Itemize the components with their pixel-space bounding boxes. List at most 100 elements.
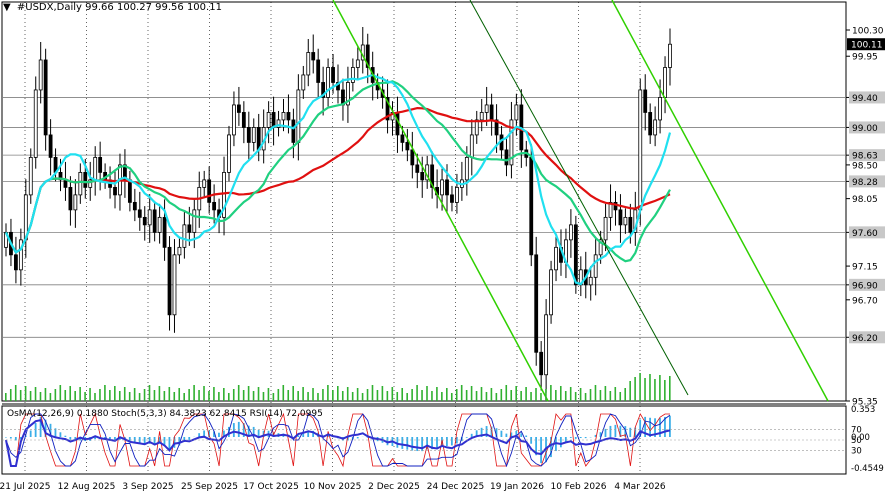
candle-body — [653, 119, 658, 136]
volume-bar — [178, 388, 181, 401]
volume-bar — [188, 389, 190, 401]
candle-body — [232, 104, 236, 136]
volume-bar — [520, 391, 522, 401]
candle — [455, 173, 459, 214]
candle-body — [613, 201, 618, 211]
osma-bar — [564, 437, 567, 443]
candle — [251, 118, 256, 152]
candle — [147, 194, 152, 243]
candle-body — [18, 239, 23, 271]
candle-body — [43, 59, 48, 136]
volume-bar — [327, 385, 329, 401]
osma-bar — [664, 416, 666, 437]
osma-bar — [500, 430, 503, 437]
collapse-arrow-icon[interactable]: ▼ — [3, 2, 11, 13]
candle — [568, 209, 573, 258]
candle — [578, 256, 583, 297]
candle-body — [529, 157, 534, 256]
candle-body — [643, 89, 648, 113]
osma-bar — [138, 437, 141, 444]
candle-body — [539, 351, 544, 376]
candle-body — [598, 239, 603, 256]
candle-body — [142, 216, 147, 226]
candle — [668, 28, 672, 86]
candle — [385, 79, 390, 134]
volume-bar — [589, 389, 592, 401]
candle — [271, 96, 276, 146]
candle-body — [668, 43, 672, 68]
osma-bar — [163, 437, 166, 445]
candle — [172, 239, 177, 333]
candle-body — [48, 134, 53, 158]
volume-bar — [34, 387, 37, 401]
candle-body — [494, 119, 499, 136]
osma-bar — [530, 437, 533, 444]
candle — [152, 200, 157, 242]
candle — [479, 98, 484, 132]
volume-bar — [297, 391, 299, 401]
x-tick-label: 12 Aug 2025 — [58, 482, 116, 492]
osma-bar — [490, 426, 493, 437]
candle — [355, 46, 360, 79]
trend-line — [469, 0, 689, 396]
volume-bar — [227, 393, 230, 401]
candle — [43, 48, 48, 151]
osma-bar — [604, 428, 607, 437]
osma-bar — [346, 437, 349, 441]
osma-bar — [64, 435, 67, 437]
osma-bar — [198, 433, 201, 437]
candle — [63, 161, 68, 201]
volume-bar — [446, 388, 448, 401]
osma-bar — [386, 437, 389, 446]
candle-body — [276, 119, 281, 128]
candle-body — [405, 142, 410, 151]
candle — [4, 223, 8, 257]
y-tick-label: 99.40 — [852, 94, 878, 104]
candle — [430, 151, 435, 199]
candle — [613, 191, 618, 226]
candle-body — [464, 157, 469, 181]
candle-body — [28, 157, 33, 196]
candle — [489, 93, 494, 136]
candle — [202, 170, 207, 197]
osma-bar — [14, 437, 17, 441]
volume-bar — [356, 388, 359, 401]
osma-bar — [574, 437, 577, 439]
y-tick-label: 96.70 — [852, 296, 878, 306]
candle-body — [658, 97, 662, 121]
candle-body — [326, 67, 330, 98]
main-pane-frame — [1, 1, 847, 402]
y-tick-label: 98.63 — [852, 152, 878, 162]
candle-body — [98, 157, 103, 173]
volume-bar — [629, 381, 631, 401]
candle — [241, 101, 246, 144]
candle — [395, 96, 400, 153]
candle-body — [222, 171, 226, 218]
x-tick-label: 25 Sep 2025 — [181, 482, 238, 492]
osma-bar — [109, 437, 111, 441]
channel-line — [332, 0, 549, 402]
osma-bar — [455, 437, 458, 444]
volume-bar — [5, 393, 7, 401]
osc-axis-label: -0.4549 — [851, 464, 884, 474]
volume-bar — [505, 385, 508, 401]
osma-bar — [639, 419, 642, 437]
candle-body — [331, 67, 335, 83]
volume-bar — [183, 393, 185, 401]
candle-body — [355, 59, 360, 68]
candle — [78, 163, 83, 204]
volume-bar — [133, 388, 136, 401]
rsi-label: RSI(14) 72.0995 — [249, 409, 323, 419]
level-label-bg — [849, 91, 885, 104]
osma-bar — [19, 437, 22, 440]
volume-bar — [530, 392, 532, 401]
candle-body — [514, 104, 519, 121]
candle — [232, 91, 236, 147]
candle-body — [4, 231, 8, 248]
candle-body — [544, 314, 549, 376]
candle-body — [450, 194, 454, 203]
osma-bar — [475, 430, 478, 437]
volume-bar — [143, 389, 146, 401]
